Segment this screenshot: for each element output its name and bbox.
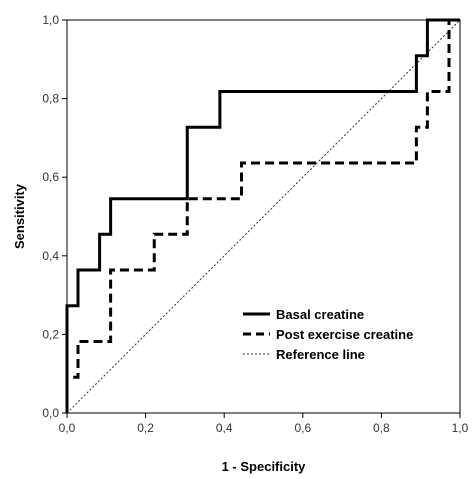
axis-ticks: 0,0 0,2 0,4 0,6 0,8 1,0 0,0 0,2 0,4 0,6 0,8 1,0	[42, 13, 468, 435]
series-group	[65, 18, 461, 414]
y-tick-label: 1,0	[42, 13, 59, 27]
legend: Basal creatine Post exercise creatine Re…	[243, 307, 413, 362]
y-tick-label: 0,8	[42, 92, 59, 106]
x-tick-label: 0,4	[216, 421, 233, 435]
x-tick-label: 1,0	[452, 421, 469, 435]
y-tick-label: 0,2	[42, 327, 59, 341]
x-tick-label: 0,8	[373, 421, 390, 435]
x-axis-title: 1 - Specificity	[222, 459, 307, 474]
x-tick-label: 0,6	[294, 421, 311, 435]
legend-label-reference: Reference line	[276, 347, 365, 362]
legend-label-post: Post exercise creatine	[276, 327, 413, 342]
y-tick-label: 0,0	[42, 406, 59, 420]
x-tick-label: 0,2	[137, 421, 154, 435]
y-axis-title: Sensitivity	[12, 183, 27, 249]
x-tick-label: 0,0	[59, 421, 76, 435]
legend-label-basal: Basal creatine	[276, 307, 364, 322]
y-tick-label: 0,4	[42, 249, 59, 263]
y-tick-label: 0,6	[42, 170, 59, 184]
series-basal-creatine	[65, 18, 460, 413]
series-reference-line	[66, 19, 461, 414]
